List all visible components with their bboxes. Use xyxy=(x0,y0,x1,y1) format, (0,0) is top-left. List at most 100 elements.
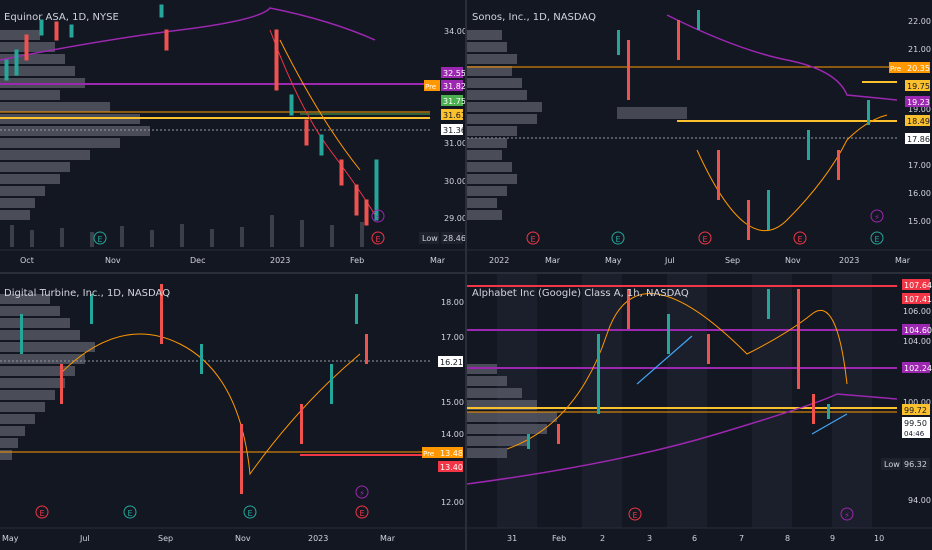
volume-bars xyxy=(10,215,364,247)
x-tick-label: Nov xyxy=(235,534,251,543)
chart-pane-equinor[interactable]: E E ⚡ 34.00 31.00 30.00 29.00 Oct Nov De… xyxy=(0,0,465,272)
y-tick-label: 29.00 xyxy=(444,214,465,223)
earnings-markers[interactable]: E ⚡ xyxy=(628,507,854,521)
low-tag: Low 28.46 xyxy=(419,232,465,244)
svg-text:28.46: 28.46 xyxy=(443,234,465,243)
trend-line[interactable] xyxy=(636,335,848,435)
x-tick-label: 2023 xyxy=(308,534,328,543)
x-tick-label: Sep xyxy=(725,256,740,265)
svg-text:16.21: 16.21 xyxy=(440,358,463,367)
chart-pane-alphabet[interactable]: E ⚡ 106.00 104.00 100.00 94.00 31 Feb 2 … xyxy=(467,274,932,550)
earnings-markers[interactable]: E E ⚡ xyxy=(93,209,385,245)
price-tag[interactable]: 99.50 04:46 xyxy=(902,417,930,438)
price-tag[interactable]: 32.55 xyxy=(441,67,465,78)
svg-text:18.49: 18.49 xyxy=(907,117,930,126)
price-tag[interactable]: 31.36 xyxy=(441,124,465,135)
price-tag[interactable]: 13.40 xyxy=(438,461,463,472)
x-tick-label: Nov xyxy=(785,256,801,265)
x-tick-label: Nov xyxy=(105,256,121,265)
svg-text:⚡: ⚡ xyxy=(375,213,381,222)
svg-text:E: E xyxy=(615,235,620,244)
svg-text:32.55: 32.55 xyxy=(443,69,465,78)
price-tag[interactable]: 18.49 xyxy=(905,115,930,126)
chart-pane-digital-turbine[interactable]: E E E E ⚡ 18.00 17.00 15.00 14.00 12.00 … xyxy=(0,274,465,550)
price-tag[interactable]: 19.23 xyxy=(905,96,930,107)
y-tick-label: 12.00 xyxy=(441,498,464,507)
price-tag[interactable]: 31.61 xyxy=(441,109,465,120)
candles xyxy=(617,10,870,240)
svg-text:E: E xyxy=(247,509,252,518)
candles xyxy=(527,289,830,449)
price-tag[interactable]: Pre 13.48 xyxy=(422,447,463,458)
x-tick-label: 7 xyxy=(739,534,744,543)
candles xyxy=(20,284,368,494)
price-tag[interactable]: 17.86 xyxy=(905,133,930,144)
price-tag[interactable]: 99.72 xyxy=(902,404,930,415)
svg-text:96.32: 96.32 xyxy=(904,460,927,469)
svg-text:04:46: 04:46 xyxy=(904,430,925,438)
y-tick-label: 100.00 xyxy=(903,398,931,407)
x-tick-label: Mar xyxy=(545,256,561,265)
chart-pane-sonos[interactable]: E E E E E ⚡ 22.00 21.00 19.00 17.00 16.0… xyxy=(467,0,932,272)
symbol-title[interactable]: Sonos, Inc., 1D, NASDAQ xyxy=(472,12,596,23)
volume-profile xyxy=(0,294,95,460)
earnings-markers[interactable]: E E E E ⚡ xyxy=(35,485,369,519)
symbol-title[interactable]: Alphabet Inc (Google) Class A, 1h, NASDA… xyxy=(472,288,689,299)
x-tick-label: Feb xyxy=(350,256,364,265)
svg-text:31.82: 31.82 xyxy=(443,82,465,91)
price-tag[interactable]: 102.24 xyxy=(902,362,932,373)
y-tick-label: 94.00 xyxy=(908,496,931,505)
alphabet-chart[interactable]: E ⚡ 106.00 104.00 100.00 94.00 31 Feb 2 … xyxy=(467,274,932,550)
svg-text:E: E xyxy=(632,511,637,520)
price-tag[interactable]: 16.21 xyxy=(438,356,463,367)
equinor-chart[interactable]: E E ⚡ 34.00 31.00 30.00 29.00 Oct Nov De… xyxy=(0,0,465,272)
price-tag[interactable]: 104.60 xyxy=(902,324,932,335)
svg-text:102.24: 102.24 xyxy=(904,364,932,373)
y-tick-label: 17.00 xyxy=(441,333,464,342)
pane-divider-vertical[interactable] xyxy=(465,0,467,550)
price-tag[interactable]: 31.75 xyxy=(441,95,465,106)
digital-turbine-chart[interactable]: E E E E ⚡ 18.00 17.00 15.00 14.00 12.00 … xyxy=(0,274,465,550)
ema-line xyxy=(269,29,376,216)
low-tag: Low 96.32 xyxy=(881,458,930,470)
price-tag[interactable]: 107.64 xyxy=(902,279,932,290)
price-tag[interactable]: Pre 20.35 xyxy=(889,62,930,73)
price-tag[interactable]: 19.75 xyxy=(905,80,930,91)
x-tick-label: Feb xyxy=(552,534,566,543)
svg-text:17.86: 17.86 xyxy=(907,135,930,144)
svg-text:Pre: Pre xyxy=(423,450,434,458)
x-tick-label: Mar xyxy=(430,256,446,265)
x-tick-label: 2023 xyxy=(270,256,290,265)
svg-text:E: E xyxy=(702,235,707,244)
svg-text:99.50: 99.50 xyxy=(904,419,927,428)
x-tick-label: Mar xyxy=(895,256,911,265)
svg-text:⚡: ⚡ xyxy=(874,213,880,222)
ema-line xyxy=(696,114,888,231)
ema-line xyxy=(59,333,361,476)
price-tag[interactable]: 107.41 xyxy=(902,293,932,304)
svg-text:⚡: ⚡ xyxy=(844,511,850,520)
svg-text:Pre: Pre xyxy=(425,83,436,91)
svg-text:99.72: 99.72 xyxy=(904,406,927,415)
x-tick-label: 8 xyxy=(785,534,790,543)
earnings-markers[interactable]: E E E E E ⚡ xyxy=(526,209,884,245)
sonos-chart[interactable]: E E E E E ⚡ 22.00 21.00 19.00 17.00 16.0… xyxy=(467,0,932,272)
symbol-title[interactable]: Equinor ASA, 1D, NYSE xyxy=(4,12,119,23)
svg-text:Low: Low xyxy=(884,460,900,469)
price-tag[interactable]: Pre 31.82 xyxy=(424,80,465,91)
svg-text:31.36: 31.36 xyxy=(443,126,465,135)
svg-text:E: E xyxy=(797,235,802,244)
moving-average-line xyxy=(0,7,376,61)
symbol-title[interactable]: Digital Turbine, Inc., 1D, NASDAQ xyxy=(4,288,171,299)
session-background xyxy=(497,274,872,528)
y-tick-label: 19.00 xyxy=(908,105,931,114)
y-tick-label: 21.00 xyxy=(908,45,931,54)
x-tick-label: 2 xyxy=(600,534,605,543)
svg-text:31.75: 31.75 xyxy=(443,97,465,106)
y-tick-label: 30.00 xyxy=(444,177,465,186)
y-tick-label: 34.00 xyxy=(444,27,465,36)
candles xyxy=(4,4,379,226)
pane-divider-horizontal[interactable] xyxy=(0,272,932,274)
svg-text:13.48: 13.48 xyxy=(440,449,463,458)
